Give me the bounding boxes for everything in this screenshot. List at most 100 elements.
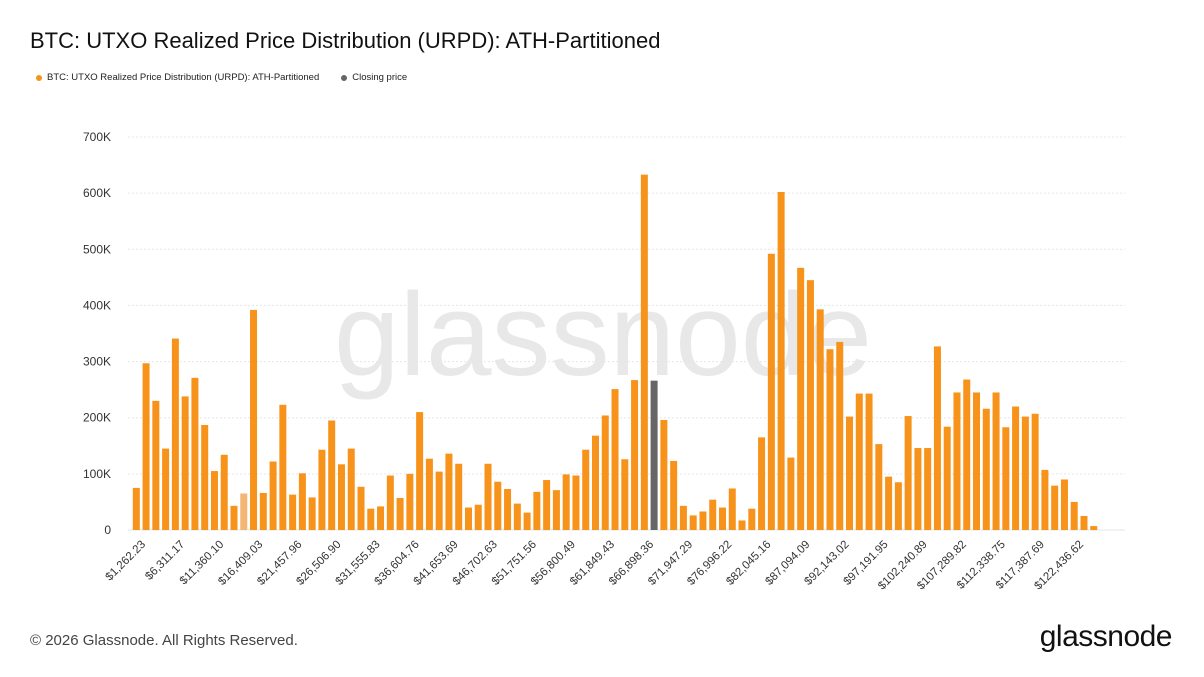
urpd-bar[interactable] (396, 498, 404, 530)
urpd-bar[interactable] (611, 389, 619, 530)
urpd-bar[interactable] (572, 475, 580, 530)
urpd-bar[interactable] (816, 309, 824, 530)
urpd-bar[interactable] (416, 412, 424, 530)
urpd-bar[interactable] (543, 480, 551, 530)
urpd-bar[interactable] (328, 420, 336, 530)
urpd-bar[interactable] (719, 507, 726, 530)
urpd-bar[interactable] (943, 426, 951, 530)
urpd-bar[interactable] (171, 338, 179, 530)
urpd-bar[interactable] (709, 499, 717, 530)
urpd-bar[interactable] (318, 449, 326, 530)
urpd-bar[interactable] (484, 463, 492, 530)
urpd-bar[interactable] (210, 471, 218, 530)
urpd-bar[interactable] (601, 415, 609, 530)
legend-item-closing-price[interactable]: Closing price (341, 72, 407, 83)
urpd-bar[interactable] (220, 454, 228, 530)
urpd-bar[interactable] (533, 491, 541, 530)
urpd-bar[interactable] (464, 507, 472, 530)
urpd-bar[interactable] (1021, 416, 1029, 530)
urpd-bar[interactable] (894, 482, 902, 530)
urpd-bar[interactable] (767, 253, 775, 530)
urpd-bar[interactable] (806, 280, 814, 530)
urpd-bar[interactable] (191, 377, 199, 530)
urpd-bar[interactable] (631, 380, 639, 530)
urpd-bar[interactable] (924, 448, 932, 530)
urpd-bar[interactable] (777, 192, 785, 530)
urpd-bar[interactable] (308, 497, 316, 530)
urpd-bar[interactable] (1041, 469, 1049, 530)
urpd-bar[interactable] (504, 489, 512, 530)
urpd-bar[interactable] (738, 520, 746, 530)
urpd-bar[interactable] (758, 437, 766, 530)
urpd-bar[interactable] (787, 457, 795, 530)
urpd-bar[interactable] (1080, 515, 1088, 530)
urpd-bar[interactable] (914, 448, 922, 530)
urpd-bar[interactable] (298, 473, 306, 530)
urpd-bar[interactable] (1002, 427, 1010, 530)
urpd-bar[interactable] (425, 458, 433, 530)
urpd-bar[interactable] (367, 508, 375, 530)
urpd-bar[interactable] (846, 416, 854, 530)
urpd-bar[interactable] (992, 392, 1000, 530)
urpd-bar[interactable] (240, 493, 248, 530)
urpd-bar[interactable] (142, 363, 150, 530)
urpd-bar[interactable] (728, 488, 736, 530)
urpd-bar[interactable] (347, 448, 355, 530)
urpd-bar[interactable] (445, 453, 453, 530)
urpd-bar[interactable] (513, 503, 521, 530)
urpd-bar[interactable] (933, 346, 941, 530)
urpd-bar[interactable] (982, 408, 990, 530)
urpd-bar[interactable] (357, 486, 365, 530)
urpd-bar[interactable] (679, 505, 687, 530)
closing-price-bar[interactable] (650, 380, 658, 530)
urpd-bar[interactable] (152, 400, 160, 530)
urpd-bar[interactable] (670, 460, 678, 530)
urpd-bar[interactable] (259, 492, 267, 530)
urpd-bar[interactable] (836, 341, 844, 530)
urpd-bar[interactable] (289, 494, 297, 530)
urpd-bar[interactable] (201, 425, 209, 530)
urpd-bar[interactable] (973, 392, 981, 530)
urpd-bar[interactable] (132, 487, 140, 530)
urpd-bar[interactable] (230, 505, 238, 530)
urpd-bar[interactable] (865, 393, 873, 530)
urpd-bar[interactable] (797, 267, 805, 530)
urpd-bar[interactable] (826, 349, 834, 530)
urpd-bar[interactable] (748, 508, 756, 530)
urpd-bar[interactable] (1051, 485, 1059, 530)
urpd-bar[interactable] (250, 309, 258, 530)
urpd-bar[interactable] (494, 481, 502, 530)
urpd-bar[interactable] (455, 463, 463, 530)
urpd-bar[interactable] (1031, 413, 1039, 530)
urpd-bar[interactable] (953, 392, 961, 530)
urpd-bar[interactable] (523, 512, 531, 530)
urpd-bar[interactable] (279, 404, 287, 530)
legend-item-urpd[interactable]: BTC: UTXO Realized Price Distribution (U… (36, 72, 319, 83)
urpd-bar[interactable] (1060, 479, 1068, 530)
urpd-bar[interactable] (162, 448, 170, 530)
urpd-bar[interactable] (474, 504, 482, 530)
urpd-bar[interactable] (640, 174, 648, 530)
urpd-bar[interactable] (181, 396, 189, 530)
urpd-bar[interactable] (855, 393, 863, 530)
urpd-bar[interactable] (435, 471, 443, 530)
urpd-bar[interactable] (660, 419, 668, 530)
urpd-bar[interactable] (875, 444, 883, 530)
urpd-bar[interactable] (1090, 526, 1098, 530)
urpd-bar[interactable] (582, 449, 590, 530)
urpd-bar[interactable] (885, 476, 893, 530)
urpd-bar[interactable] (689, 515, 697, 530)
urpd-bar[interactable] (562, 474, 570, 530)
urpd-bar[interactable] (1012, 406, 1020, 530)
urpd-bar[interactable] (591, 435, 599, 530)
urpd-bar[interactable] (1070, 501, 1078, 530)
urpd-bar[interactable] (699, 511, 707, 530)
urpd-bar[interactable] (377, 506, 385, 530)
urpd-bar[interactable] (337, 464, 345, 530)
urpd-bar[interactable] (621, 459, 629, 530)
urpd-bar[interactable] (963, 379, 971, 530)
urpd-bar[interactable] (406, 473, 414, 530)
urpd-bar[interactable] (904, 416, 912, 530)
urpd-bar[interactable] (386, 475, 394, 530)
urpd-bar[interactable] (552, 490, 560, 530)
